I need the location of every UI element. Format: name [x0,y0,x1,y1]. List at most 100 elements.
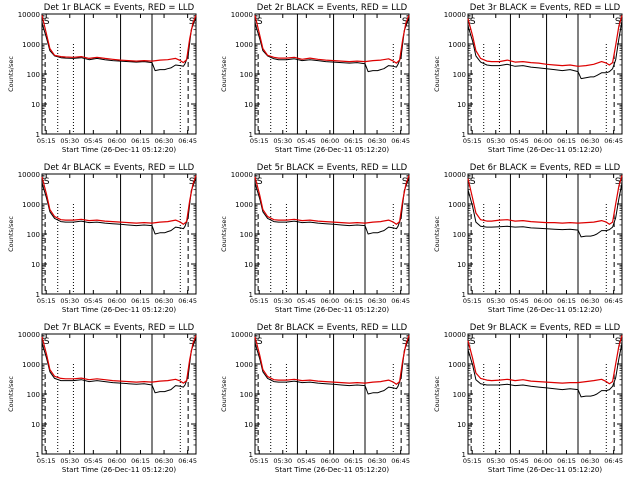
x-axis-label: Start Time (26-Dec-11 05:12:20) [275,146,389,154]
x-tick-label: 05:15 [37,457,56,465]
chart-panel-6: Det 6r BLACK = Events, RED = LLD 1 10 100 10… [433,163,623,314]
chart-panel-9: Det 9r BLACK = Events, RED = LLD 1 10 100 10… [433,323,623,474]
x-tick-label: 05:45 [510,297,529,305]
x-tick-label: 05:30 [60,457,79,465]
y-axis-label: Counts/sec [220,56,228,92]
x-tick-label: 06:30 [368,457,387,465]
chart-title: Det 6r BLACK = Events, RED = LLD [470,163,621,173]
x-tick-label: 06:00 [108,137,127,145]
y-axis-label: Counts/sec [7,56,15,92]
events-series-line [254,337,410,395]
x-tick-label: 06:00 [321,297,340,305]
x-tick-label: 06:15 [557,457,576,465]
attenuator-label-start: S [44,177,50,187]
attenuator-label-end: S [615,337,621,347]
x-tick-label: 06:15 [557,297,576,305]
chart-title: Det 9r BLACK = Events, RED = LLD [470,323,621,333]
chart-panel-7: Det 7r BLACK = Events, RED = LLD 1 10 100 10… [7,323,197,474]
x-tick-label: 05:15 [250,297,269,305]
attenuator-label-end: S [615,17,621,27]
y-tick-label: 10000 [18,331,40,339]
y-tick-label: 1 [462,291,466,299]
chart-panel-1: Det 1r BLACK = Events, RED = LLD 1 10 100 10… [7,3,197,154]
attenuator-label-start: S [44,17,50,27]
y-tick-label: 10 [31,261,40,269]
y-tick-label: 1 [249,131,253,139]
y-tick-label: 10000 [444,331,466,339]
x-tick-label: 06:45 [391,457,410,465]
y-tick-label: 100 [27,391,40,399]
x-tick-label: 06:30 [155,457,174,465]
y-axis-label: Counts/sec [433,56,441,92]
y-tick-label: 1000 [235,361,253,369]
y-tick-label: 100 [27,71,40,79]
y-tick-label: 10000 [231,11,253,19]
y-tick-label: 10000 [18,171,40,179]
x-tick-label: 05:30 [486,297,505,305]
y-tick-label: 1 [249,451,253,459]
y-tick-label: 1 [249,291,253,299]
lld-series-line [254,335,410,385]
y-tick-label: 1000 [235,201,253,209]
x-tick-label: 06:30 [368,297,387,305]
y-tick-label: 10000 [18,11,40,19]
y-tick-label: 1000 [22,361,40,369]
x-axis-label: Start Time (26-Dec-11 05:12:20) [275,306,389,314]
x-tick-label: 05:30 [273,457,292,465]
x-tick-label: 06:00 [321,137,340,145]
x-tick-label: 06:30 [155,137,174,145]
x-tick-label: 06:30 [581,137,600,145]
y-tick-label: 1000 [22,41,40,49]
plot-frame [254,173,410,295]
y-tick-label: 1 [36,291,40,299]
x-tick-label: 05:45 [297,137,316,145]
x-axis-label: Start Time (26-Dec-11 05:12:20) [62,466,176,474]
y-axis-label: Counts/sec [220,376,228,412]
y-tick-label: 100 [453,71,466,79]
x-tick-label: 06:15 [557,137,576,145]
y-tick-label: 1 [36,451,40,459]
lld-series-line [467,15,623,67]
y-tick-label: 10 [244,421,253,429]
x-tick-label: 05:30 [273,137,292,145]
y-tick-label: 10 [457,261,466,269]
y-axis-label: Counts/sec [220,216,228,252]
x-tick-label: 06:00 [534,457,553,465]
x-axis-label: Start Time (26-Dec-11 05:12:20) [488,146,602,154]
y-axis-label: Counts/sec [7,216,15,252]
chart-panel-3: Det 3r BLACK = Events, RED = LLD 1 10 100 10… [433,3,623,154]
plot-frame [467,173,623,295]
attenuator-label-start: S [44,337,50,347]
x-tick-label: 06:45 [178,457,197,465]
x-tick-label: 05:15 [250,457,269,465]
x-tick-label: 06:15 [344,297,363,305]
x-tick-label: 06:45 [178,137,197,145]
x-tick-label: 05:15 [250,137,269,145]
y-tick-label: 1000 [448,361,466,369]
y-tick-label: 1 [36,131,40,139]
chart-panel-8: Det 8r BLACK = Events, RED = LLD 1 10 100 10… [220,323,410,474]
x-tick-label: 05:45 [84,297,103,305]
events-series-line [467,20,623,80]
y-tick-label: 10000 [444,171,466,179]
x-tick-label: 06:00 [108,297,127,305]
chart-title: Det 7r BLACK = Events, RED = LLD [44,323,195,333]
plot-frame [41,173,197,295]
lld-series-line [467,335,623,385]
x-tick-label: 05:15 [37,137,56,145]
x-tick-label: 06:15 [131,137,150,145]
plot-frame [41,333,197,455]
y-tick-label: 10 [244,261,253,269]
plot-frame [254,333,410,455]
x-tick-label: 05:15 [463,137,482,145]
chart-panel-5: Det 5r BLACK = Events, RED = LLD 1 10 100 10… [220,163,410,314]
x-tick-label: 05:45 [297,297,316,305]
x-tick-label: 06:45 [604,137,623,145]
x-tick-label: 06:15 [344,457,363,465]
events-series-line [467,182,623,238]
x-tick-label: 05:30 [486,137,505,145]
x-tick-label: 05:45 [510,457,529,465]
events-series-line [41,16,197,72]
y-tick-label: 10000 [231,171,253,179]
attenuator-label-end: S [402,177,408,187]
